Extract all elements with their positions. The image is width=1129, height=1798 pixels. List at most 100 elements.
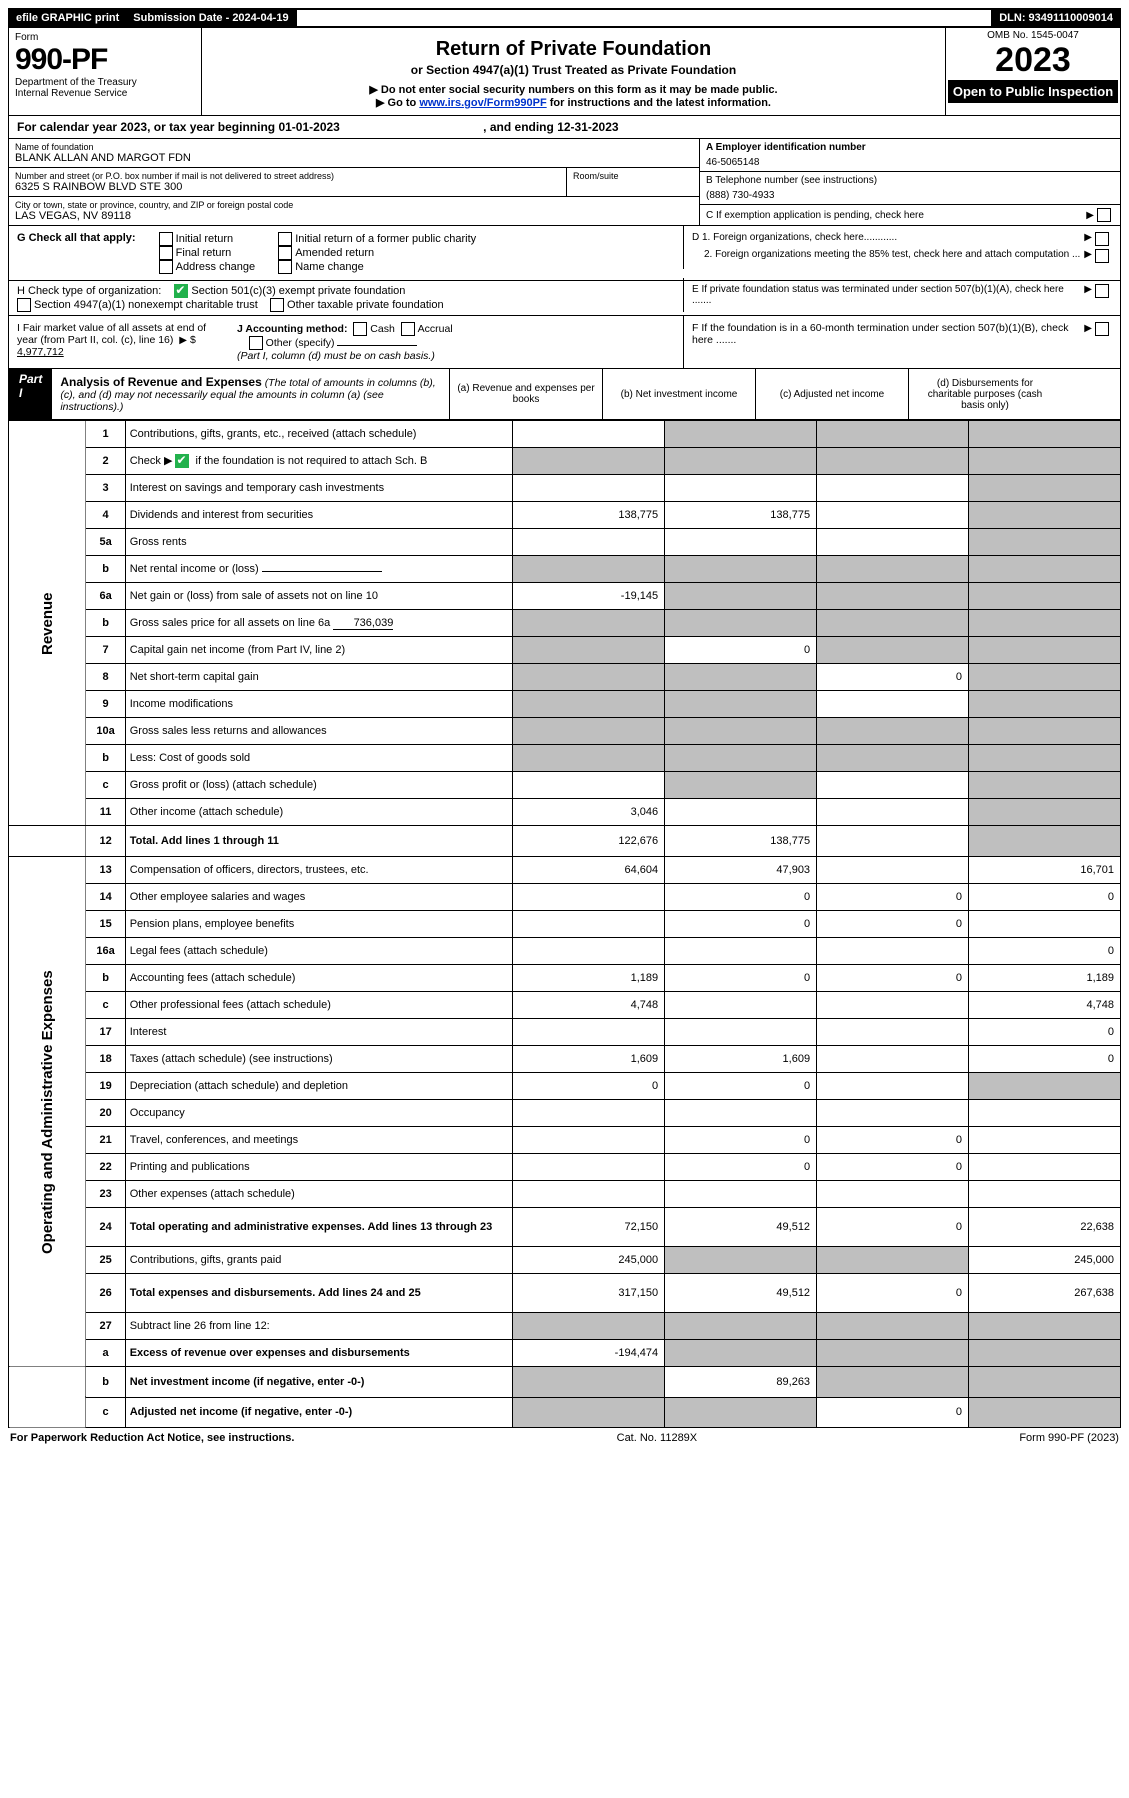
dept: Department of the Treasury bbox=[15, 77, 195, 88]
e-block: E If private foundation status was termi… bbox=[683, 278, 1120, 312]
f-block: F If the foundation is in a 60-month ter… bbox=[683, 316, 1120, 368]
row-14: Other employee salaries and wages bbox=[125, 884, 512, 911]
j-note: (Part I, column (d) must be on cash basi… bbox=[237, 350, 435, 362]
irs-link[interactable]: www.irs.gov/Form990PF bbox=[419, 97, 546, 109]
row-12: Total. Add lines 1 through 11 bbox=[125, 826, 512, 857]
col-b-header: (b) Net investment income bbox=[602, 369, 755, 419]
row-23: Other expenses (attach schedule) bbox=[125, 1181, 512, 1208]
row-22: Printing and publications bbox=[125, 1154, 512, 1181]
chk-accrual[interactable] bbox=[401, 322, 415, 336]
j-label: J Accounting method: bbox=[237, 323, 347, 335]
chk-cash[interactable] bbox=[353, 322, 367, 336]
row-21: Travel, conferences, and meetings bbox=[125, 1127, 512, 1154]
chk-other-acct[interactable] bbox=[249, 336, 263, 350]
row-18: Taxes (attach schedule) (see instruction… bbox=[125, 1046, 512, 1073]
footer: For Paperwork Reduction Act Notice, see … bbox=[8, 1428, 1121, 1448]
part1-title: Analysis of Revenue and Expenses bbox=[60, 375, 261, 389]
arrow-icon bbox=[1081, 249, 1095, 263]
row-27a: Excess of revenue over expenses and disb… bbox=[125, 1340, 512, 1367]
row-5a: Gross rents bbox=[125, 529, 512, 556]
chk-d1[interactable] bbox=[1095, 232, 1109, 246]
header-right: OMB No. 1545-0047 2023 Open to Public In… bbox=[945, 28, 1120, 115]
chk-f[interactable] bbox=[1095, 322, 1109, 336]
omb: OMB No. 1545-0047 bbox=[948, 30, 1118, 41]
chk-name[interactable] bbox=[278, 260, 292, 274]
calendar-year-row: For calendar year 2023, or tax year begi… bbox=[8, 116, 1121, 139]
chk-initial[interactable] bbox=[159, 232, 173, 246]
row-6b: Gross sales price for all assets on line… bbox=[125, 610, 512, 637]
row-25: Contributions, gifts, grants paid bbox=[125, 1247, 512, 1274]
submission-date: Submission Date - 2024-04-19 bbox=[127, 10, 296, 26]
foundation-name: BLANK ALLAN AND MARGOT FDN bbox=[15, 152, 693, 164]
h-block: H Check type of organization: Section 50… bbox=[17, 284, 675, 312]
column-headers: (a) Revenue and expenses per books (b) N… bbox=[449, 369, 1061, 419]
chk-final[interactable] bbox=[159, 246, 173, 260]
other-specify-line[interactable] bbox=[337, 345, 417, 346]
row-20: Occupancy bbox=[125, 1100, 512, 1127]
chk-schb[interactable] bbox=[175, 454, 189, 468]
row-5b: Net rental income or (loss) bbox=[125, 556, 512, 583]
irs: Internal Revenue Service bbox=[15, 88, 195, 99]
address: 6325 S RAINBOW BLVD STE 300 bbox=[15, 181, 560, 193]
footer-left: For Paperwork Reduction Act Notice, see … bbox=[10, 1432, 294, 1444]
arrow-icon bbox=[1081, 232, 1095, 246]
row-27: Subtract line 26 from line 12: bbox=[125, 1313, 512, 1340]
d-block: D 1. Foreign organizations, check here..… bbox=[683, 226, 1120, 269]
h-e-row: H Check type of organization: Section 50… bbox=[8, 281, 1121, 316]
form-subtitle: or Section 4947(a)(1) Trust Treated as P… bbox=[210, 63, 937, 77]
ij-f-row: I Fair market value of all assets at end… bbox=[8, 316, 1121, 369]
ein-label: A Employer identification number bbox=[706, 142, 1114, 153]
addr-label: Number and street (or P.O. box number if… bbox=[15, 171, 560, 181]
chk-e[interactable] bbox=[1095, 284, 1109, 298]
part1-header: Part I Analysis of Revenue and Expenses … bbox=[8, 369, 1121, 420]
chk-amended[interactable] bbox=[278, 246, 292, 260]
row-3: Interest on savings and temporary cash i… bbox=[125, 475, 512, 502]
row-27c: Adjusted net income (if negative, enter … bbox=[125, 1397, 512, 1428]
form-number: 990-PF bbox=[15, 43, 195, 77]
part1-tag: Part I bbox=[9, 369, 52, 419]
chk-4947[interactable] bbox=[17, 298, 31, 312]
col-a-header: (a) Revenue and expenses per books bbox=[449, 369, 602, 419]
c-checkbox[interactable] bbox=[1097, 208, 1111, 222]
row-15: Pension plans, employee benefits bbox=[125, 911, 512, 938]
form-title: Return of Private Foundation bbox=[210, 38, 937, 61]
dln: DLN: 93491110009014 bbox=[991, 10, 1119, 26]
row-10b: Less: Cost of goods sold bbox=[125, 745, 512, 772]
arrow-icon bbox=[1083, 210, 1097, 221]
open-public: Open to Public Inspection bbox=[948, 80, 1118, 103]
tax-year: 2023 bbox=[948, 41, 1118, 80]
chk-d2[interactable] bbox=[1095, 249, 1109, 263]
instruction-1: ▶ Do not enter social security numbers o… bbox=[210, 83, 937, 96]
row-17: Interest bbox=[125, 1019, 512, 1046]
name-label: Name of foundation bbox=[15, 142, 693, 152]
row-16b: Accounting fees (attach schedule) bbox=[125, 965, 512, 992]
g-block: G Check all that apply: Initial return F… bbox=[17, 232, 675, 274]
row-16c: Other professional fees (attach schedule… bbox=[125, 992, 512, 1019]
chk-501c3[interactable] bbox=[174, 284, 188, 298]
city: LAS VEGAS, NV 89118 bbox=[15, 210, 693, 222]
g-d-row: G Check all that apply: Initial return F… bbox=[8, 226, 1121, 281]
chk-other-taxable[interactable] bbox=[270, 298, 284, 312]
side-revenue: Revenue bbox=[9, 421, 86, 826]
form-word: Form bbox=[15, 32, 195, 43]
row-13: Compensation of officers, directors, tru… bbox=[125, 857, 512, 884]
phone-label: B Telephone number (see instructions) bbox=[706, 175, 1114, 186]
header-center: Return of Private Foundation or Section … bbox=[202, 28, 945, 115]
chk-address[interactable] bbox=[159, 260, 173, 274]
col-c-header: (c) Adjusted net income bbox=[755, 369, 908, 419]
row-4: Dividends and interest from securities bbox=[125, 502, 512, 529]
footer-right: Form 990-PF (2023) bbox=[1019, 1432, 1119, 1444]
row-11: Other income (attach schedule) bbox=[125, 799, 512, 826]
footer-mid: Cat. No. 11289X bbox=[617, 1432, 698, 1444]
city-label: City or town, state or province, country… bbox=[15, 200, 693, 210]
row-9: Income modifications bbox=[125, 691, 512, 718]
efile-tag: efile GRAPHIC print bbox=[10, 10, 127, 26]
ij-block: I Fair market value of all assets at end… bbox=[9, 316, 683, 368]
row-7: Capital gain net income (from Part IV, l… bbox=[125, 637, 512, 664]
fmv: 4,977,712 bbox=[17, 346, 64, 358]
chk-initial-former[interactable] bbox=[278, 232, 292, 246]
arrow-icon bbox=[176, 334, 190, 346]
row-19: Depreciation (attach schedule) and deple… bbox=[125, 1073, 512, 1100]
row-6a: Net gain or (loss) from sale of assets n… bbox=[125, 583, 512, 610]
room-label: Room/suite bbox=[573, 171, 693, 181]
